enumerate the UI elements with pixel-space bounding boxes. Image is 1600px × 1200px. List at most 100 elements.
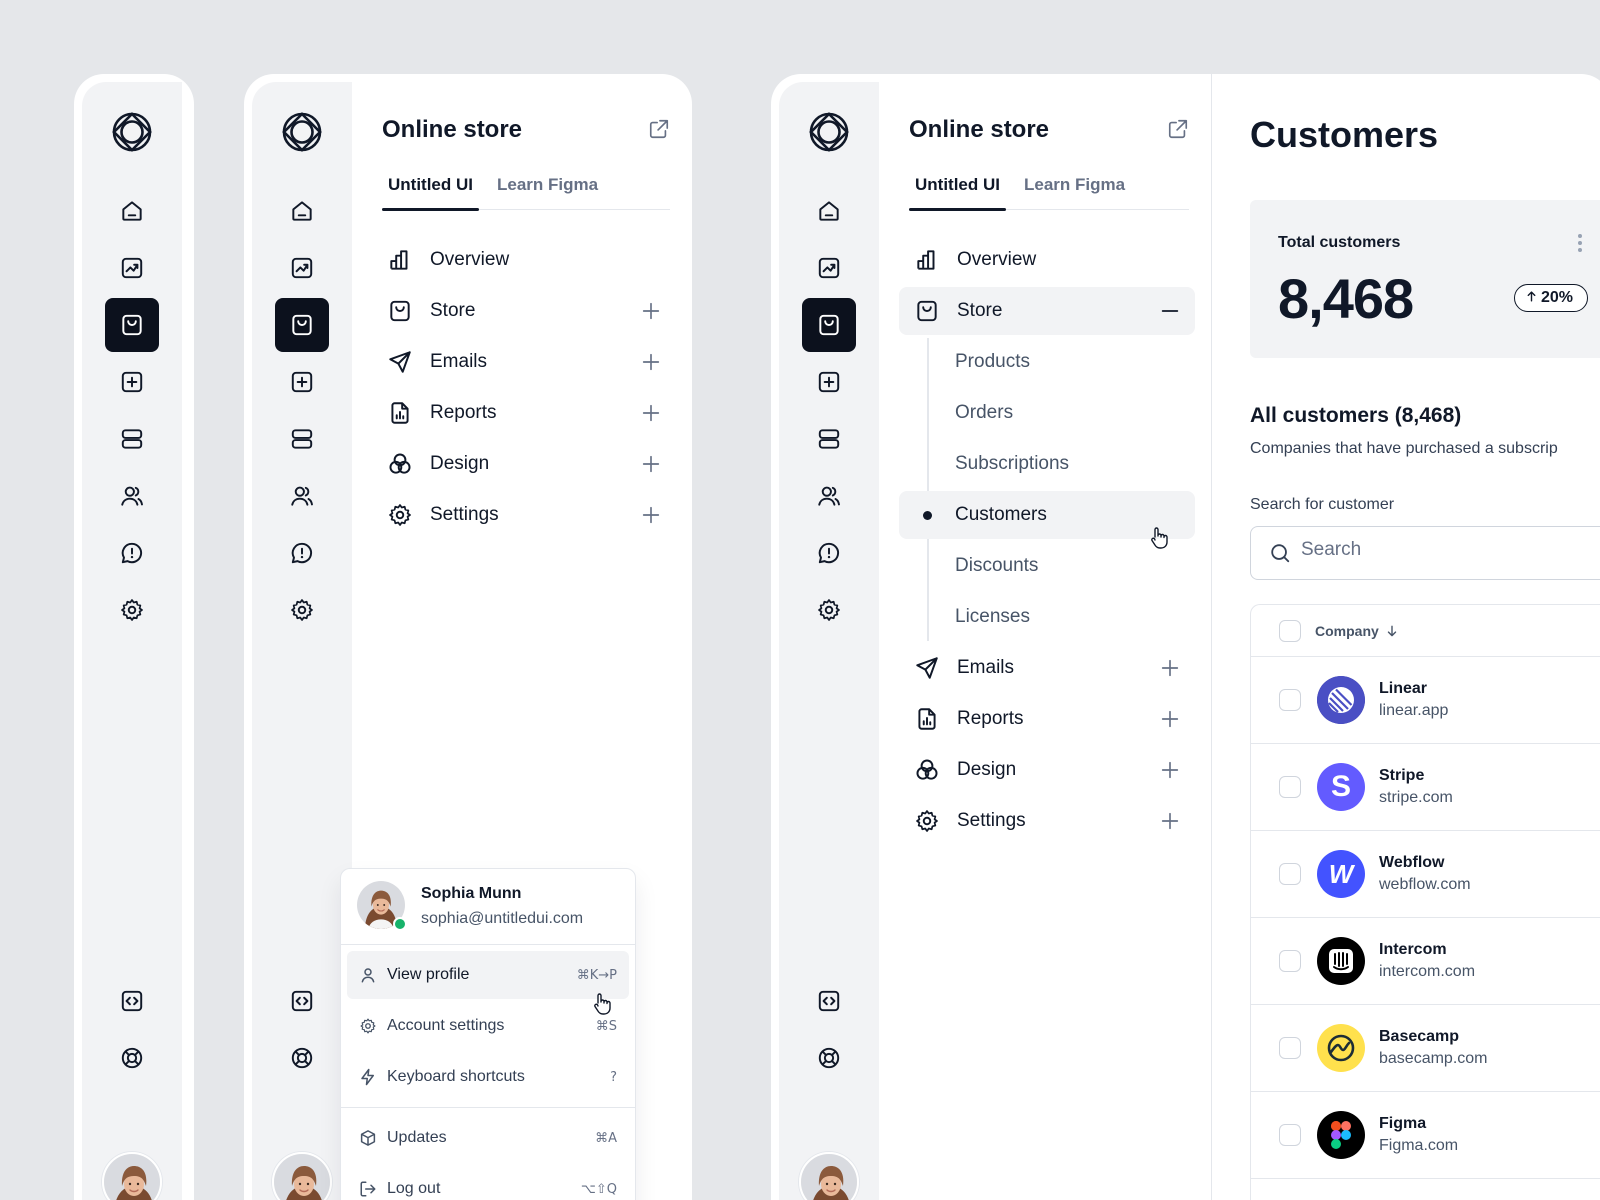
life-buoy-icon[interactable] — [275, 1031, 329, 1085]
alert-message-icon[interactable] — [275, 526, 329, 580]
shopping-bag-icon[interactable] — [105, 298, 159, 352]
plus-square-icon[interactable] — [802, 355, 856, 409]
plus-icon[interactable] — [1159, 657, 1181, 679]
table-row[interactable]: S Stripe stripe.com — [1251, 744, 1600, 831]
row-checkbox[interactable] — [1279, 950, 1301, 972]
nav-item-store[interactable]: Store — [899, 287, 1195, 335]
row-checkbox[interactable] — [1279, 776, 1301, 798]
menu-item-updates[interactable]: Updates ⌘A — [347, 1114, 629, 1162]
shopping-bag-icon[interactable] — [802, 298, 856, 352]
subnav-item-orders[interactable]: Orders — [955, 402, 1014, 423]
logout-icon — [359, 1180, 377, 1198]
alert-message-icon[interactable] — [105, 526, 159, 580]
trend-chart-icon[interactable] — [105, 241, 159, 295]
page-title: Online store — [909, 116, 1050, 143]
home-icon[interactable] — [105, 184, 159, 238]
company-name: Intercom — [1379, 941, 1447, 958]
avatar[interactable] — [272, 1152, 332, 1200]
nav-item-reports[interactable]: Reports — [899, 695, 1195, 743]
menu-item-log-out[interactable]: Log out ⌥⇧Q — [347, 1165, 629, 1200]
logo-icon[interactable] — [112, 112, 152, 152]
users-icon[interactable] — [105, 469, 159, 523]
subnav-item-products[interactable]: Products — [955, 351, 1030, 372]
subnav-item-subscriptions[interactable]: Subscriptions — [955, 453, 1070, 474]
users-icon[interactable] — [275, 469, 329, 523]
menu-item-view-profile[interactable]: View profile ⌘K→P — [347, 951, 629, 999]
subnav-item-label: Customers — [955, 504, 1047, 525]
menu-item-keyboard-shortcuts[interactable]: Keyboard shortcuts ? — [347, 1053, 629, 1101]
gear-icon[interactable] — [802, 583, 856, 637]
external-link-icon[interactable] — [1167, 118, 1189, 140]
shopping-bag-icon[interactable] — [275, 298, 329, 352]
plus-icon[interactable] — [640, 402, 662, 424]
nav-item-design[interactable]: Design — [899, 746, 1195, 794]
logo-icon[interactable] — [282, 112, 322, 152]
table-row[interactable]: Intercom intercom.com — [1251, 918, 1600, 1005]
gear-icon[interactable] — [105, 583, 159, 637]
more-vertical-icon[interactable] — [1578, 234, 1582, 252]
cube-icon — [359, 1129, 377, 1147]
row-checkbox[interactable] — [1279, 689, 1301, 711]
home-icon[interactable] — [275, 184, 329, 238]
nav-item-reports[interactable]: Reports — [372, 389, 676, 437]
plus-square-icon[interactable] — [275, 355, 329, 409]
menu-item-account-settings[interactable]: Account settings ⌘S — [347, 1002, 629, 1050]
layers-icon[interactable] — [105, 412, 159, 466]
plus-icon[interactable] — [640, 351, 662, 373]
plus-icon[interactable] — [640, 300, 662, 322]
table-row[interactable]: Figma Figma.com — [1251, 1092, 1600, 1179]
nav-item-settings[interactable]: Settings — [899, 797, 1195, 845]
arrow-up-icon — [1525, 290, 1538, 303]
users-icon[interactable] — [802, 469, 856, 523]
select-all-checkbox[interactable] — [1279, 619, 1301, 642]
avatar[interactable] — [102, 1152, 162, 1200]
life-buoy-icon[interactable] — [802, 1031, 856, 1085]
nav-item-overview[interactable]: Overview — [899, 236, 1195, 284]
minus-icon[interactable] — [1159, 300, 1181, 322]
avatar[interactable] — [799, 1152, 859, 1200]
shopping-bag-icon — [913, 297, 941, 325]
external-link-icon[interactable] — [648, 118, 670, 140]
table-row[interactable]: W Webflow webflow.com — [1251, 831, 1600, 918]
subnav-item-licenses[interactable]: Licenses — [955, 606, 1030, 627]
nav-item-store[interactable]: Store — [372, 287, 676, 335]
row-checkbox[interactable] — [1279, 1124, 1301, 1146]
gear-icon[interactable] — [275, 583, 329, 637]
tab-learn-figma[interactable]: Learn Figma — [1024, 175, 1126, 194]
search-input[interactable] — [1301, 539, 1600, 561]
layers-icon[interactable] — [802, 412, 856, 466]
plus-icon[interactable] — [640, 504, 662, 526]
life-buoy-icon[interactable] — [105, 1031, 159, 1085]
plus-icon[interactable] — [1159, 759, 1181, 781]
nav-item-emails[interactable]: Emails — [899, 644, 1195, 692]
tab-learn-figma[interactable]: Learn Figma — [497, 175, 599, 194]
table-row[interactable]: Basecamp basecamp.com — [1251, 1005, 1600, 1092]
column-header-company[interactable]: Company — [1315, 622, 1379, 639]
arrow-down-icon[interactable] — [1385, 624, 1399, 638]
code-browser-icon[interactable] — [105, 974, 159, 1028]
trend-chart-icon[interactable] — [275, 241, 329, 295]
plus-icon[interactable] — [1159, 810, 1181, 832]
plus-icon[interactable] — [1159, 708, 1181, 730]
nav-item-emails[interactable]: Emails — [372, 338, 676, 386]
code-browser-icon[interactable] — [802, 974, 856, 1028]
layers-icon[interactable] — [275, 412, 329, 466]
trend-chart-icon[interactable] — [802, 241, 856, 295]
subnav-item-discounts[interactable]: Discounts — [955, 555, 1039, 576]
tab-untitled-ui[interactable]: Untitled UI — [909, 174, 1006, 211]
plus-icon[interactable] — [640, 453, 662, 475]
alert-message-icon[interactable] — [802, 526, 856, 580]
row-checkbox[interactable] — [1279, 863, 1301, 885]
logo-icon[interactable] — [809, 112, 849, 152]
table-row[interactable]: Linear linear.app — [1251, 657, 1600, 744]
subnav-item-customers[interactable]: Customers — [899, 491, 1195, 539]
nav-item-overview[interactable]: Overview — [372, 236, 676, 284]
tab-untitled-ui[interactable]: Untitled UI — [382, 174, 479, 211]
plus-square-icon[interactable] — [105, 355, 159, 409]
row-checkbox[interactable] — [1279, 1037, 1301, 1059]
code-browser-icon[interactable] — [275, 974, 329, 1028]
nav-item-settings[interactable]: Settings — [372, 491, 676, 539]
home-icon[interactable] — [802, 184, 856, 238]
nav-item-design[interactable]: Design — [372, 440, 676, 488]
row-meta: Stripe stripe.com — [1379, 767, 1453, 807]
